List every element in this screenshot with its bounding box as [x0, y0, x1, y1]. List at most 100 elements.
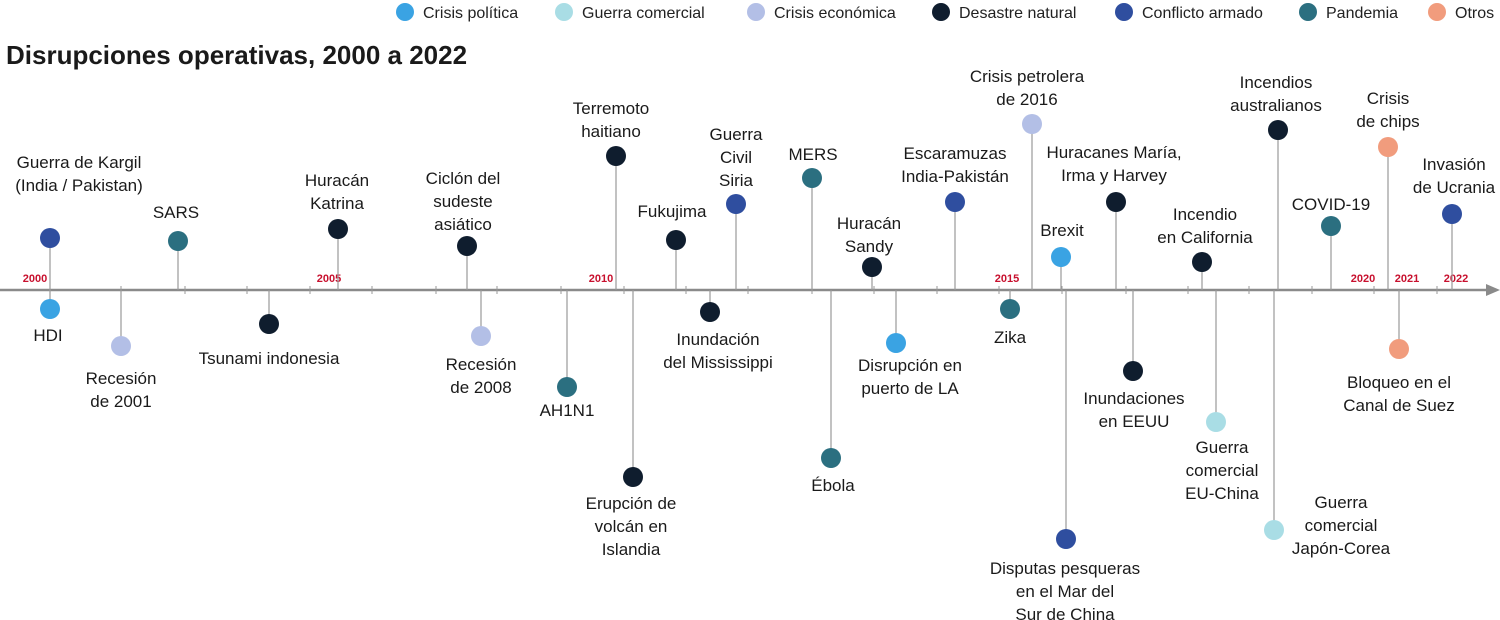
event-label: Huracán	[305, 171, 369, 190]
event-9: Terremoto haitiano	[573, 99, 650, 290]
event-8: AH1N1	[540, 290, 595, 420]
event-label: Bloqueo en el	[1347, 373, 1451, 392]
event-26: Guerra comercial EU-China	[1185, 290, 1259, 503]
event-1: HDI	[33, 290, 63, 345]
event-31: Bloqueo en el Canal de Suez	[1343, 290, 1455, 415]
event-label: India-Pakistán	[901, 167, 1009, 186]
year-labels: 2000 2005 2010 2015 2020 2021 2022	[23, 273, 1468, 285]
event-label: Huracanes María,	[1046, 143, 1181, 162]
event-label: Recesión	[86, 369, 157, 388]
legend-label-economica: Crisis económica	[774, 5, 896, 22]
event-marker-pandemia	[802, 168, 822, 188]
legend-swatch-armado	[1115, 3, 1133, 21]
event-2: Recesión de 2001	[86, 290, 157, 411]
year-label-2010: 2010	[589, 273, 613, 285]
event-label: puerto de LA	[861, 379, 959, 398]
event-label: Japón-Corea	[1292, 539, 1391, 558]
year-label-2021: 2021	[1395, 273, 1419, 285]
event-6: Ciclón del sudeste asiático	[426, 169, 501, 290]
event-marker-pandemia	[821, 448, 841, 468]
event-label: en California	[1157, 228, 1253, 247]
event-0: Guerra de Kargil (India / Pakistan)	[15, 153, 143, 290]
event-label: Irma y Harvey	[1061, 166, 1167, 185]
legend-swatch-natural	[932, 3, 950, 21]
event-25: Incendio en California	[1157, 205, 1253, 290]
event-label: Recesión	[446, 355, 517, 374]
event-marker-natural	[700, 302, 720, 322]
event-label: SARS	[153, 203, 199, 222]
legend-item-natural: Desastre natural	[932, 3, 1076, 22]
page-title: Disrupciones operativas, 2000 a 2022	[6, 40, 467, 70]
event-marker-pandemia	[557, 377, 577, 397]
event-label: de 2008	[450, 378, 511, 397]
event-27: Incendios australianos	[1230, 73, 1322, 290]
event-label: volcán en	[595, 517, 668, 536]
event-7: Recesión de 2008	[446, 290, 517, 397]
year-label-2022: 2022	[1444, 273, 1468, 285]
events: Guerra de Kargil (India / Pakistan) HDI Rec…	[15, 67, 1495, 620]
axis-arrow-icon	[1486, 284, 1500, 296]
event-marker-politica	[886, 333, 906, 353]
event-marker-comercial	[1206, 412, 1226, 432]
event-11: Fukujima	[638, 202, 707, 290]
event-17: Disrupción en puerto de LA	[858, 290, 962, 398]
event-19: Zika	[994, 290, 1027, 347]
event-label: comercial	[1186, 461, 1259, 480]
event-marker-economica	[111, 336, 131, 356]
event-marker-natural	[457, 236, 477, 256]
event-marker-pandemia	[168, 231, 188, 251]
event-12: Inundación del Mississippi	[663, 290, 773, 372]
event-label: Guerra de Kargil	[17, 153, 142, 172]
event-label: HDI	[33, 326, 62, 345]
event-28: Guerra comercial Japón-Corea	[1264, 290, 1391, 558]
event-marker-economica	[471, 326, 491, 346]
legend-label-politica: Crisis política	[423, 5, 518, 22]
event-marker-armado	[945, 192, 965, 212]
event-marker-armado	[726, 194, 746, 214]
event-3: SARS	[153, 203, 199, 290]
event-label: Brexit	[1040, 221, 1084, 240]
event-marker-natural	[606, 146, 626, 166]
legend-item-otros: Otros	[1428, 3, 1494, 22]
legend: Crisis política Guerra comercial Crisis ec…	[396, 3, 1494, 22]
event-14: MERS	[788, 145, 838, 290]
event-label: haitiano	[581, 122, 641, 141]
event-32: Invasión de Ucrania	[1413, 155, 1496, 290]
event-label: Disrupción en	[858, 356, 962, 375]
legend-item-economica: Crisis económica	[747, 3, 896, 22]
event-label: Incendio	[1173, 205, 1237, 224]
event-label: Terremoto	[573, 99, 650, 118]
event-label: MERS	[788, 145, 837, 164]
event-marker-natural	[666, 230, 686, 250]
event-label: Sandy	[845, 237, 894, 256]
legend-swatch-comercial	[555, 3, 573, 21]
event-label: AH1N1	[540, 401, 595, 420]
event-label: Huracán	[837, 214, 901, 233]
year-label-2020: 2020	[1351, 273, 1375, 285]
event-label: Disputas pesqueras	[990, 559, 1140, 578]
year-label-2005: 2005	[317, 273, 341, 285]
year-label-2015: 2015	[995, 273, 1019, 285]
timeline-axis	[0, 284, 1500, 296]
event-marker-pandemia	[1321, 216, 1341, 236]
event-label: Guerra	[1196, 438, 1249, 457]
event-marker-natural	[328, 219, 348, 239]
legend-item-pandemia: Pandemia	[1299, 3, 1398, 22]
event-13: Guerra Civil Siria	[710, 125, 763, 290]
event-label: Civil	[720, 148, 752, 167]
event-18: Escaramuzas India-Pakistán	[901, 144, 1009, 290]
event-marker-natural	[259, 314, 279, 334]
event-label: de Ucrania	[1413, 178, 1496, 197]
event-label: Sur de China	[1015, 605, 1115, 620]
event-label: australianos	[1230, 96, 1322, 115]
event-label: Inundación	[676, 330, 759, 349]
event-23: Huracanes María, Irma y Harvey	[1046, 143, 1182, 290]
event-marker-politica	[40, 299, 60, 319]
event-label: comercial	[1305, 516, 1378, 535]
event-label: del Mississippi	[663, 353, 773, 372]
event-label: COVID-19	[1292, 195, 1370, 214]
event-label: Tsunami indonesia	[199, 349, 340, 368]
event-label: Ciclón del	[426, 169, 501, 188]
event-marker-politica	[1051, 247, 1071, 267]
event-label: sudeste	[433, 192, 493, 211]
